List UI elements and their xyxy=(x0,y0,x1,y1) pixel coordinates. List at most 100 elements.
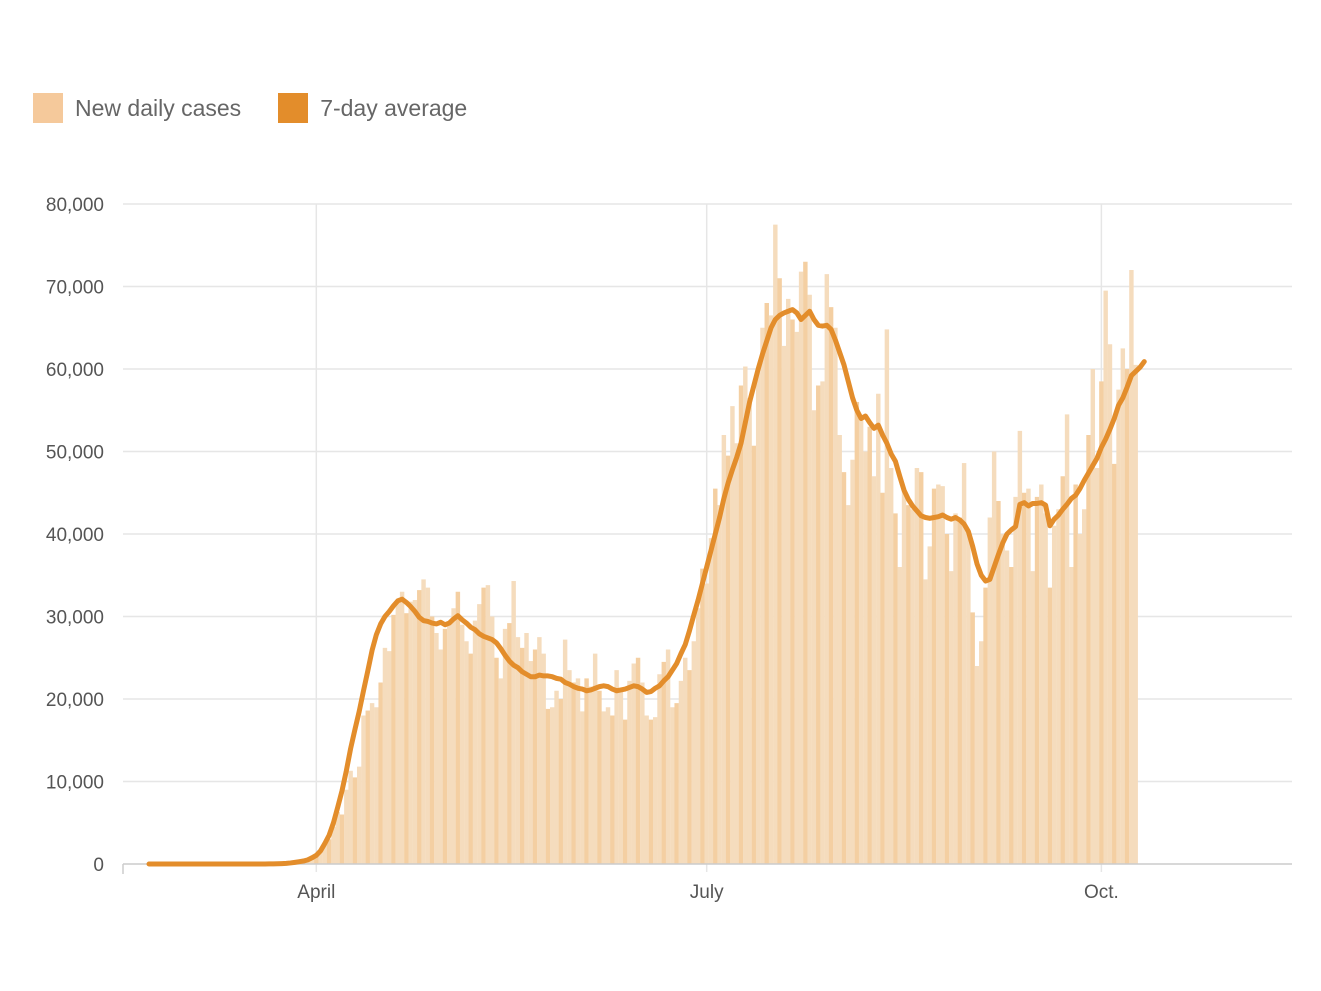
daily-case-bar xyxy=(1103,290,1108,865)
daily-case-bar xyxy=(1051,525,1057,864)
daily-case-bar xyxy=(455,591,461,864)
daily-case-bar xyxy=(562,639,568,864)
daily-case-bar xyxy=(550,707,555,864)
daily-case-bar xyxy=(331,826,336,865)
daily-case-bar xyxy=(820,381,825,864)
daily-case-bar xyxy=(622,719,628,865)
daily-case-bar xyxy=(888,468,894,864)
daily-case-bar xyxy=(434,633,439,864)
daily-case-bar xyxy=(833,327,838,864)
daily-case-bar xyxy=(828,307,834,865)
legend-swatch-daily-cases xyxy=(33,93,63,123)
daily-case-bar xyxy=(1094,468,1100,864)
daily-case-bar xyxy=(1099,381,1104,864)
daily-case-bar xyxy=(725,455,731,865)
daily-case-bar xyxy=(1034,496,1040,865)
seven-day-average-line xyxy=(146,307,1147,867)
daily-case-bar xyxy=(661,661,667,865)
daily-case-bar xyxy=(906,505,911,864)
daily-case-bar xyxy=(893,513,898,865)
daily-case-bar xyxy=(751,445,757,864)
daily-case-bar xyxy=(356,766,362,864)
daily-case-bar xyxy=(532,649,538,864)
daily-case-bar xyxy=(816,385,821,864)
daily-case-bar xyxy=(953,513,958,865)
daily-case-bar xyxy=(803,261,808,864)
daily-case-bar xyxy=(910,509,915,864)
daily-case-bar xyxy=(421,579,426,865)
daily-case-bar xyxy=(665,649,671,864)
y-tick-label: 0 xyxy=(93,855,104,876)
daily-case-bar xyxy=(528,661,534,864)
daily-case-bar xyxy=(502,628,508,865)
daily-case-bar xyxy=(352,777,358,865)
daily-case-bar xyxy=(1090,369,1096,864)
daily-case-bar xyxy=(653,717,658,864)
daily-case-bar xyxy=(790,319,795,864)
daily-case-bar xyxy=(614,670,619,865)
daily-case-bar xyxy=(326,839,332,864)
daily-case-bar xyxy=(743,366,748,864)
daily-case-bar xyxy=(1077,534,1083,864)
daily-case-bars xyxy=(292,224,1138,865)
daily-case-bar xyxy=(1004,550,1010,864)
daily-case-bar xyxy=(674,703,679,865)
daily-case-bar xyxy=(408,601,413,864)
legend: New daily cases 7-day average xyxy=(33,93,504,123)
daily-case-bar xyxy=(987,517,993,864)
daily-case-bar xyxy=(378,682,383,864)
daily-case-bar xyxy=(1056,509,1061,864)
daily-case-bar xyxy=(1086,435,1091,864)
daily-case-bar xyxy=(1124,369,1130,864)
daily-case-bar xyxy=(610,715,615,864)
daily-case-bar xyxy=(1120,348,1126,865)
daily-case-bar xyxy=(481,587,486,865)
daily-case-bar xyxy=(395,600,401,864)
daily-case-bar xyxy=(841,472,847,865)
daily-case-bar xyxy=(399,591,405,864)
y-tick-label: 20,000 xyxy=(46,690,104,711)
daily-case-bar xyxy=(708,538,714,865)
daily-case-bar xyxy=(979,641,984,864)
daily-case-bar xyxy=(991,451,997,864)
daily-case-bar xyxy=(764,303,769,864)
daily-case-bar xyxy=(648,719,654,865)
daily-case-bar xyxy=(738,385,744,864)
daily-case-bar xyxy=(1069,567,1074,864)
daily-case-bar xyxy=(361,715,366,864)
daily-case-bar xyxy=(837,435,842,864)
daily-case-bar xyxy=(382,647,388,864)
daily-case-bar xyxy=(515,637,521,865)
daily-case-bar xyxy=(374,707,379,864)
daily-case-bar xyxy=(618,690,624,864)
y-tick-label: 50,000 xyxy=(46,443,104,464)
daily-case-bar xyxy=(1021,492,1027,864)
daily-case-bar xyxy=(584,678,589,865)
daily-case-bar xyxy=(387,651,392,864)
daily-case-bar xyxy=(914,468,920,864)
daily-case-bar xyxy=(670,707,675,864)
daily-case-bar xyxy=(1060,476,1065,864)
daily-case-bar xyxy=(335,812,340,864)
daily-case-bar xyxy=(438,649,443,864)
daily-case-bar xyxy=(717,505,722,864)
daily-case-bar xyxy=(1000,534,1005,864)
daily-case-bar xyxy=(309,857,315,864)
daily-case-bar xyxy=(640,682,645,864)
daily-case-bar xyxy=(575,678,581,865)
legend-item-daily-cases: New daily cases xyxy=(33,93,241,123)
daily-case-bar xyxy=(730,406,735,865)
daily-case-bar xyxy=(344,789,349,864)
daily-case-bar xyxy=(996,501,1001,864)
daily-case-bar xyxy=(683,657,688,864)
legend-label-7-day-average: 7-day average xyxy=(320,94,468,121)
daily-case-bar xyxy=(966,534,971,864)
daily-case-bar xyxy=(644,715,649,864)
daily-case-bar xyxy=(781,345,787,864)
daily-case-bar xyxy=(524,633,529,864)
daily-case-bar xyxy=(1009,567,1014,864)
daily-case-bar xyxy=(807,294,812,864)
daily-case-bar xyxy=(961,463,967,864)
daily-case-bar xyxy=(936,484,941,864)
y-tick-label: 40,000 xyxy=(46,525,104,546)
